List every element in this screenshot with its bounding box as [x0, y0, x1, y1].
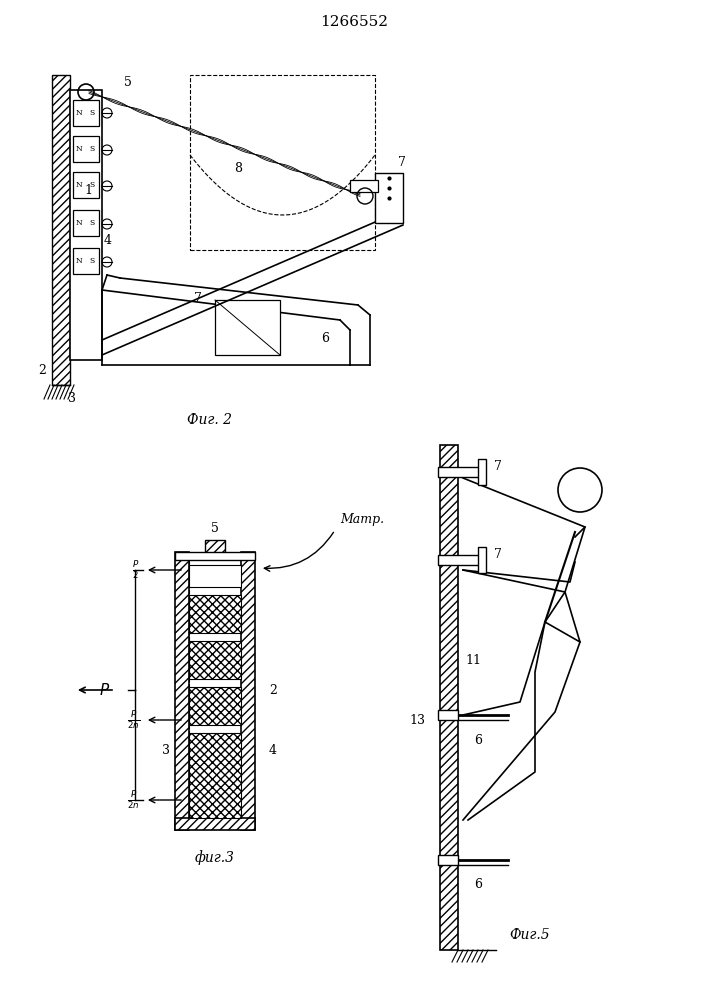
Bar [190, 75, 375, 250]
Text: S: S [89, 257, 95, 265]
Text: 6: 6 [474, 879, 482, 892]
Text: 7: 7 [494, 460, 502, 474]
Text: 1266552: 1266552 [320, 15, 388, 29]
Text: $\frac{P}{2n}$: $\frac{P}{2n}$ [127, 789, 140, 811]
Text: S: S [89, 181, 95, 189]
Bar [73, 136, 99, 162]
Text: 5: 5 [124, 76, 132, 89]
Bar [215, 300, 280, 355]
Text: 7: 7 [398, 155, 406, 168]
Text: N: N [76, 109, 83, 117]
Text: S: S [89, 219, 95, 227]
Text: 3: 3 [162, 744, 170, 756]
Text: 4: 4 [269, 744, 277, 756]
Text: $\frac{P}{2n}$: $\frac{P}{2n}$ [127, 709, 140, 731]
Bar [189, 687, 241, 725]
Bar [73, 172, 99, 198]
Text: Фиг. 2: Фиг. 2 [187, 413, 233, 427]
Text: N: N [76, 181, 83, 189]
Bar [241, 552, 255, 830]
Bar [189, 641, 241, 679]
Text: N: N [76, 257, 83, 265]
Bar [205, 540, 225, 558]
Text: 11: 11 [465, 654, 481, 666]
Bar [73, 210, 99, 236]
Text: $\frac{P}{2}$: $\frac{P}{2}$ [132, 559, 140, 581]
Text: S: S [89, 109, 95, 117]
Text: 3: 3 [68, 391, 76, 404]
Text: 2: 2 [269, 684, 277, 696]
Text: Матр.: Матр. [340, 514, 384, 526]
Text: 5: 5 [211, 522, 219, 534]
Bar [440, 445, 458, 950]
Bar [175, 552, 189, 830]
Bar [478, 459, 486, 485]
Text: S: S [89, 145, 95, 153]
Bar [438, 555, 481, 565]
Text: $P$: $P$ [99, 682, 110, 698]
Text: Фиг.5: Фиг.5 [510, 928, 550, 942]
Text: 4: 4 [104, 233, 112, 246]
Bar [52, 75, 70, 385]
Bar [189, 565, 241, 587]
Text: 1: 1 [84, 184, 92, 196]
Bar [175, 818, 255, 830]
Bar [438, 855, 458, 865]
Bar [478, 547, 486, 573]
Bar [175, 552, 255, 560]
Bar [375, 173, 403, 223]
Text: N: N [76, 219, 83, 227]
Bar [189, 595, 241, 633]
Text: 7: 7 [494, 548, 502, 562]
Bar [73, 100, 99, 126]
Bar [438, 467, 481, 477]
Text: 6: 6 [474, 734, 482, 746]
Bar [438, 710, 458, 720]
Bar [73, 248, 99, 274]
Text: 2: 2 [38, 363, 46, 376]
Text: N: N [76, 145, 83, 153]
Text: 7: 7 [194, 292, 202, 304]
Text: 8: 8 [234, 161, 242, 174]
Text: 13: 13 [409, 714, 425, 726]
Bar [350, 180, 378, 192]
Text: 6: 6 [321, 332, 329, 344]
Bar [189, 733, 241, 818]
Text: фиг.3: фиг.3 [195, 851, 235, 865]
Bar [70, 90, 102, 360]
